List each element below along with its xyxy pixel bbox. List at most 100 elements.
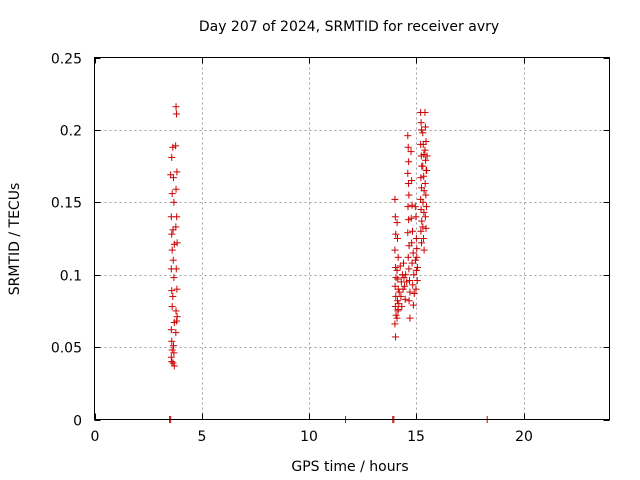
data-point bbox=[402, 271, 410, 279]
data-point bbox=[169, 342, 177, 350]
data-point bbox=[410, 271, 418, 279]
data-point bbox=[405, 297, 413, 305]
x-tick-label: 10 bbox=[300, 429, 318, 445]
data-point bbox=[420, 172, 428, 180]
data-point bbox=[411, 203, 419, 211]
data-point bbox=[391, 282, 399, 290]
data-point bbox=[413, 276, 421, 284]
data-point bbox=[404, 253, 412, 261]
data-point bbox=[412, 266, 420, 274]
data-point bbox=[392, 333, 400, 341]
data-point bbox=[399, 285, 407, 293]
data-point bbox=[409, 281, 417, 289]
data-point bbox=[404, 132, 412, 140]
data-point bbox=[423, 166, 431, 174]
data-point bbox=[391, 195, 399, 203]
data-point bbox=[419, 198, 427, 206]
data-point bbox=[420, 151, 428, 159]
data-point bbox=[418, 217, 426, 225]
data-point bbox=[168, 303, 176, 311]
data-point bbox=[408, 177, 416, 185]
data-point bbox=[169, 256, 177, 264]
data-point bbox=[404, 229, 412, 237]
data-point bbox=[172, 265, 180, 273]
data-point bbox=[409, 249, 417, 257]
data-point bbox=[406, 314, 414, 322]
data-point bbox=[422, 191, 430, 199]
data-point bbox=[168, 358, 176, 366]
data-point bbox=[408, 239, 416, 247]
data-point bbox=[398, 303, 406, 311]
data-point bbox=[419, 223, 427, 231]
data-point bbox=[413, 245, 421, 253]
data-point bbox=[392, 230, 400, 238]
data-point bbox=[419, 235, 427, 242]
data-point bbox=[417, 227, 425, 235]
data-point bbox=[409, 301, 417, 309]
data-point bbox=[173, 213, 181, 221]
data-point bbox=[391, 320, 399, 328]
x-axis-label: GPS time / hours bbox=[291, 459, 408, 475]
x-tick-label: 20 bbox=[515, 429, 533, 445]
data-point bbox=[419, 129, 427, 137]
data-point bbox=[393, 235, 401, 242]
data-point bbox=[172, 110, 180, 118]
data-point bbox=[420, 208, 428, 216]
data-point bbox=[173, 239, 181, 247]
data-point bbox=[412, 213, 420, 221]
data-point bbox=[391, 213, 399, 221]
y-tick-labels: 0 0.05 0.1 0.15 0.2 0.25 bbox=[51, 52, 82, 430]
data-point bbox=[404, 169, 412, 177]
y-tick-label: 0 bbox=[73, 414, 82, 430]
plot-frame bbox=[94, 57, 610, 420]
data-point bbox=[412, 256, 420, 264]
data-point bbox=[417, 119, 425, 127]
y-tick-label: 0.15 bbox=[51, 196, 82, 212]
data-point bbox=[405, 158, 413, 166]
y-tick-label: 0.25 bbox=[51, 52, 82, 68]
data-point bbox=[168, 246, 176, 254]
data-point bbox=[406, 276, 414, 284]
data-point bbox=[419, 162, 427, 170]
data-point bbox=[421, 146, 429, 154]
data-point bbox=[401, 282, 409, 290]
data-point bbox=[173, 285, 181, 293]
data-point bbox=[421, 179, 429, 187]
data-point bbox=[404, 203, 412, 211]
data-point bbox=[409, 227, 417, 235]
data-point bbox=[169, 174, 177, 182]
data-point bbox=[395, 288, 403, 296]
y-tick-label: 0.2 bbox=[60, 124, 82, 140]
data-point bbox=[407, 148, 415, 156]
data-points bbox=[166, 103, 491, 423]
data-point bbox=[170, 274, 178, 282]
data-point bbox=[421, 109, 429, 117]
data-point bbox=[169, 292, 177, 300]
data-point bbox=[422, 224, 430, 232]
data-point bbox=[412, 285, 420, 293]
data-point bbox=[423, 152, 431, 160]
grid-lines bbox=[94, 57, 610, 420]
data-point bbox=[167, 326, 175, 334]
data-point bbox=[170, 349, 178, 357]
data-point bbox=[172, 329, 180, 337]
x-tick-label: 5 bbox=[198, 429, 207, 445]
data-point bbox=[393, 219, 401, 227]
chart-title: Day 207 of 2024, SRMTID for receiver avr… bbox=[199, 19, 499, 35]
data-point bbox=[396, 262, 404, 270]
data-point bbox=[394, 307, 402, 315]
data-point bbox=[420, 246, 428, 254]
data-point bbox=[404, 143, 412, 151]
data-point bbox=[421, 213, 429, 221]
data-point bbox=[391, 246, 399, 254]
x-tick-labels: 0 5 10 15 20 bbox=[91, 429, 533, 445]
data-point bbox=[408, 259, 416, 267]
axis-ticks bbox=[94, 57, 610, 421]
data-point bbox=[405, 265, 413, 273]
data-point bbox=[413, 253, 421, 261]
data-point bbox=[394, 253, 402, 261]
data-point bbox=[412, 235, 420, 242]
data-point bbox=[408, 201, 416, 209]
data-point bbox=[394, 275, 402, 283]
